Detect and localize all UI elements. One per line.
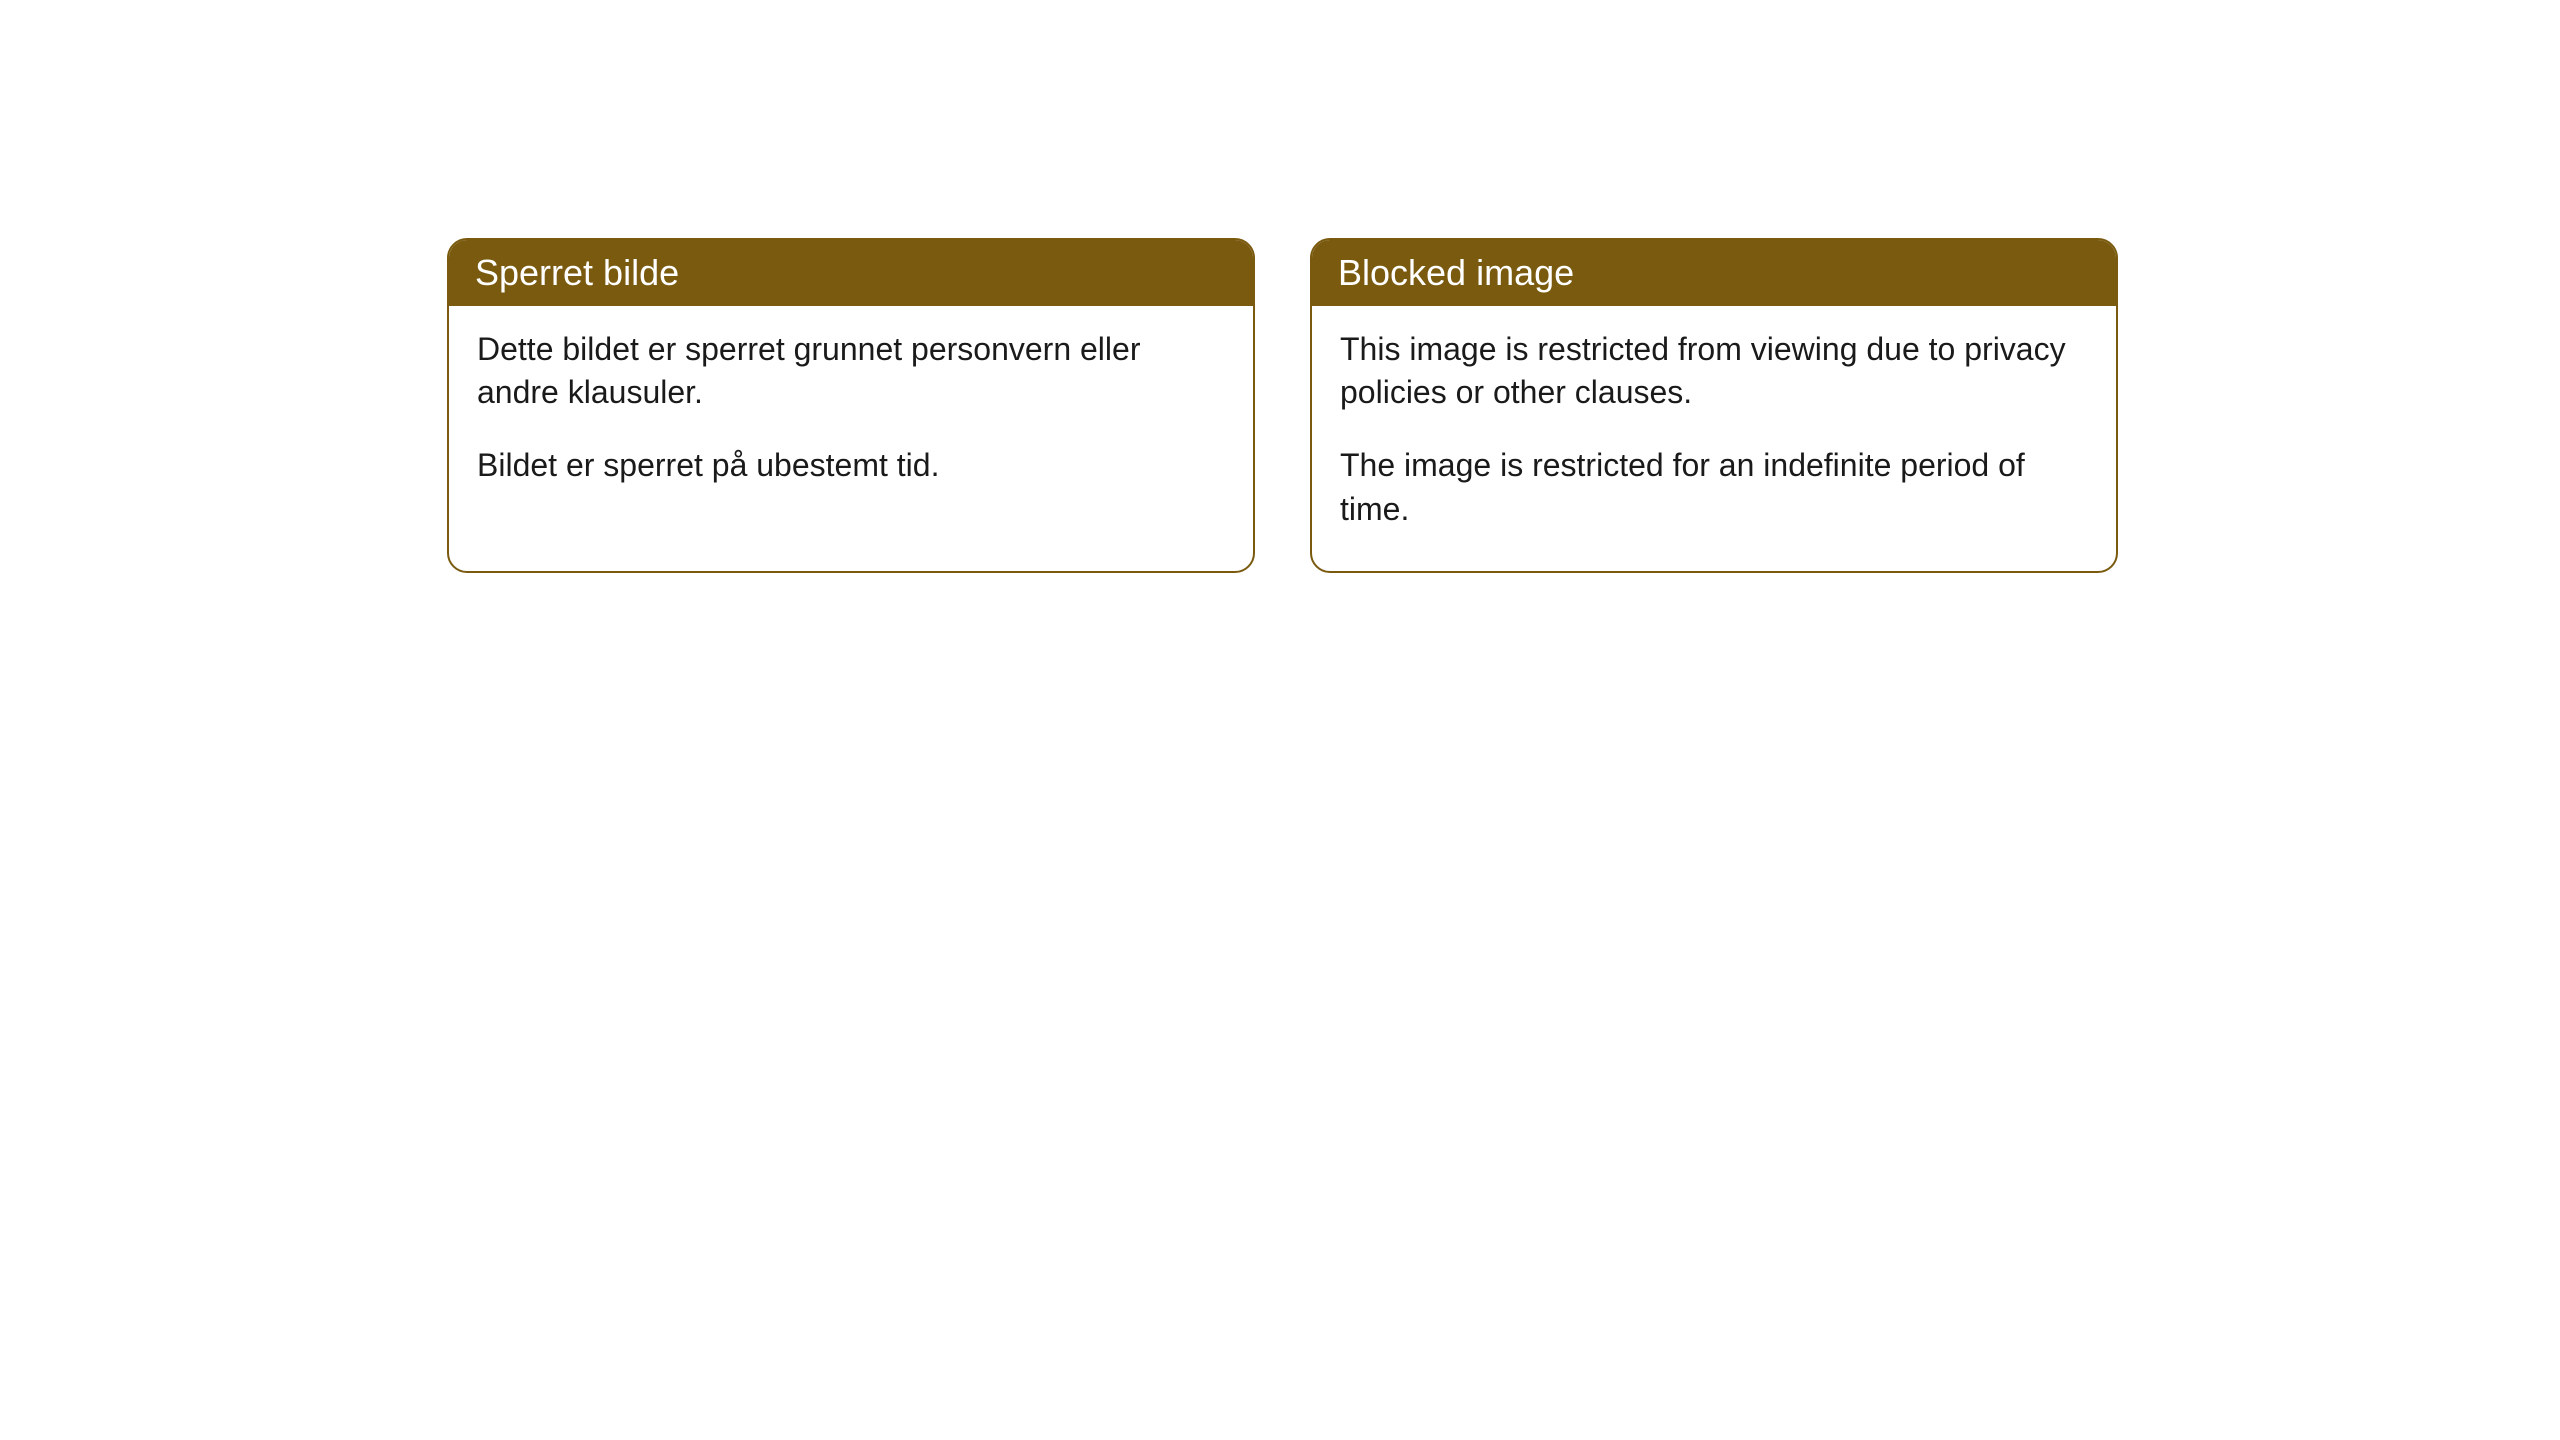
card-body: This image is restricted from viewing du… (1312, 306, 2116, 571)
card-paragraph: This image is restricted from viewing du… (1340, 328, 2088, 414)
card-header: Blocked image (1312, 240, 2116, 306)
card-body: Dette bildet er sperret grunnet personve… (449, 306, 1253, 528)
notice-card-english: Blocked image This image is restricted f… (1310, 238, 2118, 573)
notice-card-norwegian: Sperret bilde Dette bildet er sperret gr… (447, 238, 1255, 573)
card-title: Sperret bilde (475, 252, 679, 293)
card-header: Sperret bilde (449, 240, 1253, 306)
card-paragraph: Dette bildet er sperret grunnet personve… (477, 328, 1225, 414)
card-title: Blocked image (1338, 252, 1574, 293)
card-paragraph: The image is restricted for an indefinit… (1340, 444, 2088, 530)
card-paragraph: Bildet er sperret på ubestemt tid. (477, 444, 1225, 487)
notice-cards-container: Sperret bilde Dette bildet er sperret gr… (447, 238, 2118, 573)
